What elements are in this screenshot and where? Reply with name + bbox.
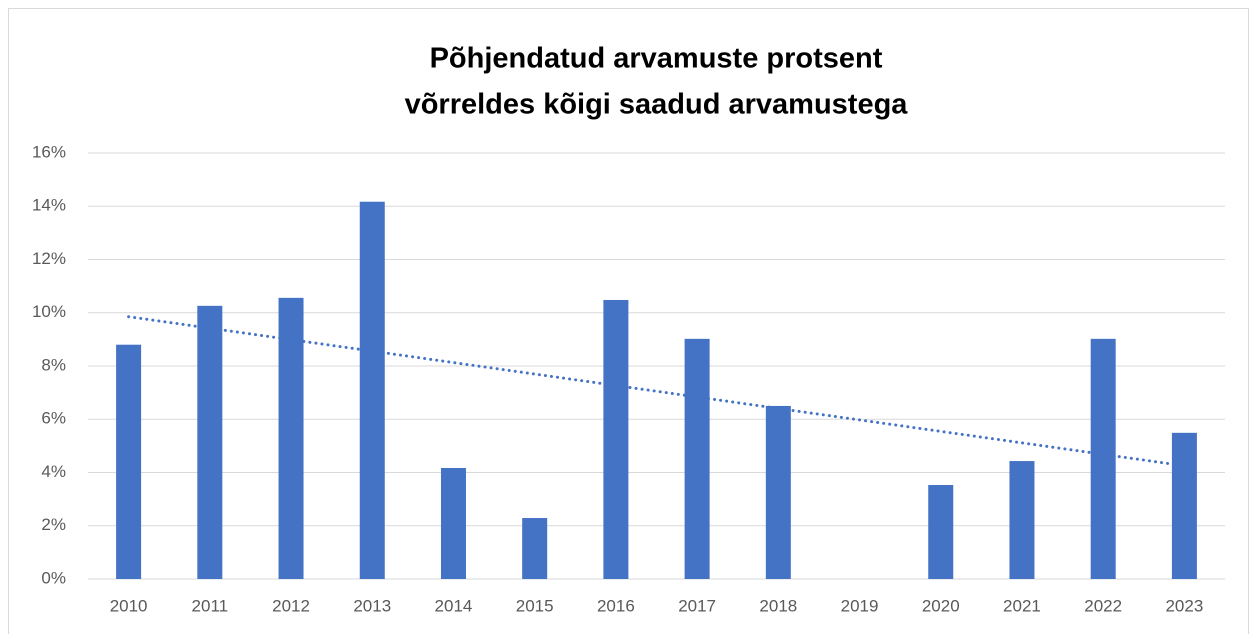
chart-frame xyxy=(8,8,1249,634)
y-tick-label: 14% xyxy=(32,196,66,215)
chart-title: võrreldes kõigi saadud arvamustega xyxy=(405,89,909,121)
bar xyxy=(359,201,385,579)
bar xyxy=(278,297,304,579)
bar xyxy=(928,485,954,579)
bar xyxy=(116,344,142,579)
x-tick-label: 2021 xyxy=(1003,596,1041,615)
bar xyxy=(1171,432,1197,579)
bar xyxy=(522,518,548,579)
x-tick-label: 2016 xyxy=(597,596,635,615)
y-tick-label: 8% xyxy=(41,355,66,374)
x-tick-label: 2015 xyxy=(516,596,554,615)
x-tick-label: 2017 xyxy=(678,596,716,615)
x-tick-label: 2018 xyxy=(759,596,797,615)
x-tick-label: 2022 xyxy=(1084,596,1122,615)
bar xyxy=(440,467,466,579)
bar xyxy=(684,338,710,579)
x-tick-label: 2010 xyxy=(110,596,148,615)
y-tick-label: 10% xyxy=(32,302,66,321)
y-tick-label: 2% xyxy=(41,515,66,534)
x-tick-label: 2012 xyxy=(272,596,310,615)
y-tick-label: 0% xyxy=(41,568,66,587)
bar xyxy=(197,305,223,579)
bar xyxy=(603,299,629,579)
y-tick-label: 4% xyxy=(41,462,66,481)
x-tick-label: 2023 xyxy=(1165,596,1203,615)
chart-title: Põhjendatud arvamuste protsent xyxy=(430,43,883,75)
y-tick-label: 6% xyxy=(41,409,66,428)
x-tick-label: 2013 xyxy=(353,596,391,615)
x-tick-label: 2020 xyxy=(922,596,960,615)
trendline xyxy=(127,315,1186,468)
bar xyxy=(765,405,791,579)
x-tick-label: 2019 xyxy=(841,596,879,615)
y-tick-label: 12% xyxy=(32,249,66,268)
bar xyxy=(1090,338,1116,579)
y-tick-label: 16% xyxy=(32,142,66,161)
x-tick-label: 2014 xyxy=(435,596,473,615)
bar xyxy=(1009,461,1035,579)
x-tick-label: 2011 xyxy=(192,596,229,615)
